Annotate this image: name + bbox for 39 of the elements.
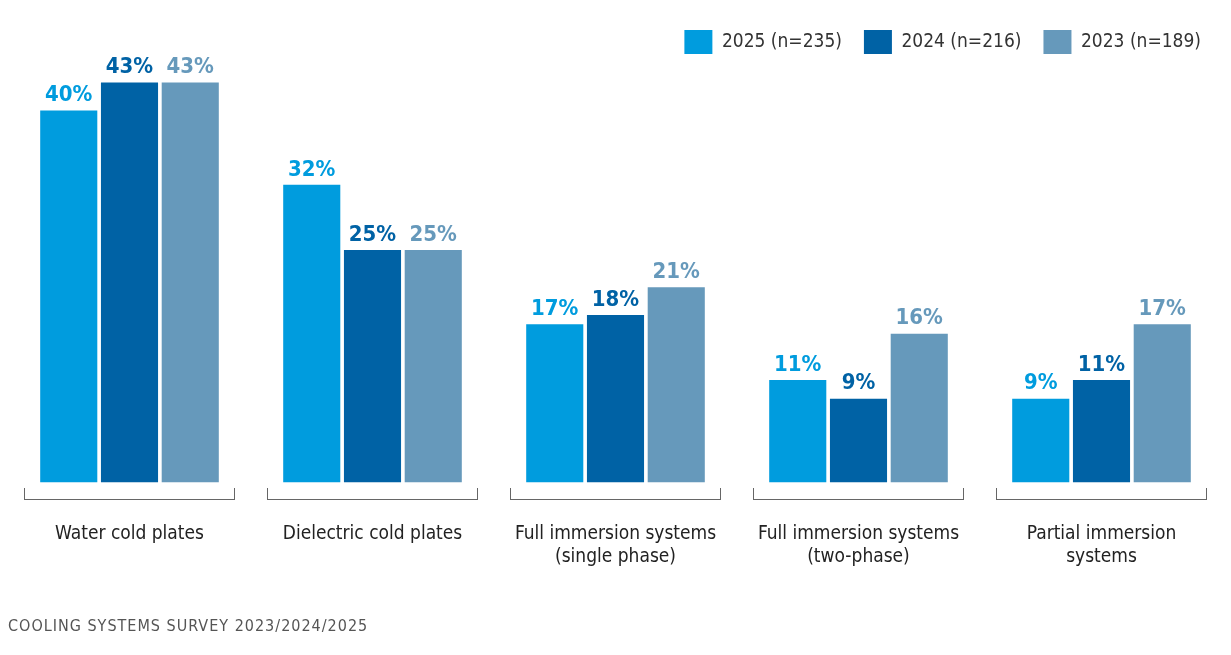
data-label: 43% bbox=[166, 53, 215, 79]
bar bbox=[890, 333, 948, 483]
legend-label: 2024 (n=216) bbox=[901, 28, 1022, 51]
bar bbox=[769, 380, 827, 483]
bar bbox=[161, 82, 219, 483]
legend-label: 2025 (n=235) bbox=[721, 28, 842, 51]
bar bbox=[1012, 398, 1070, 483]
data-label: 43% bbox=[105, 53, 154, 79]
x-tick-label: Full immersion systems (single phase) bbox=[514, 520, 717, 566]
data-label: 9% bbox=[841, 369, 876, 395]
bar bbox=[283, 184, 341, 483]
data-label: 17% bbox=[531, 295, 579, 321]
text: COOLING SYSTEMS SURVEY 2023/2024/2025 bbox=[8, 616, 370, 635]
data-label: 11% bbox=[774, 350, 822, 376]
data-label: 17% bbox=[1138, 295, 1187, 321]
bar bbox=[526, 324, 584, 483]
data-label: 16% bbox=[895, 304, 944, 330]
x-tick-label: Partial immersion systems bbox=[1026, 520, 1177, 566]
bar bbox=[1072, 380, 1131, 483]
data-label: 40% bbox=[45, 81, 93, 107]
data-label: 18% bbox=[591, 285, 640, 311]
bar bbox=[100, 82, 159, 483]
x-tick-label: Water cold plates bbox=[55, 520, 205, 543]
data-label: 25% bbox=[409, 220, 458, 246]
data-label: 21% bbox=[652, 257, 701, 283]
data-label: 11% bbox=[1077, 350, 1126, 376]
bar bbox=[404, 249, 462, 483]
x-tick-label: Dielectric cold plates bbox=[282, 520, 463, 543]
bar bbox=[647, 287, 705, 483]
bar bbox=[829, 398, 888, 483]
data-label: 32% bbox=[288, 155, 336, 181]
bar bbox=[343, 249, 402, 483]
legend-label: 2023 (n=189) bbox=[1080, 28, 1202, 51]
bar bbox=[1133, 324, 1191, 483]
x-tick-label: Full immersion systems (two-phase) bbox=[757, 520, 960, 566]
bar bbox=[586, 315, 645, 483]
bar bbox=[40, 110, 98, 483]
data-label: 9% bbox=[1023, 369, 1058, 395]
data-label: 25% bbox=[348, 220, 397, 246]
